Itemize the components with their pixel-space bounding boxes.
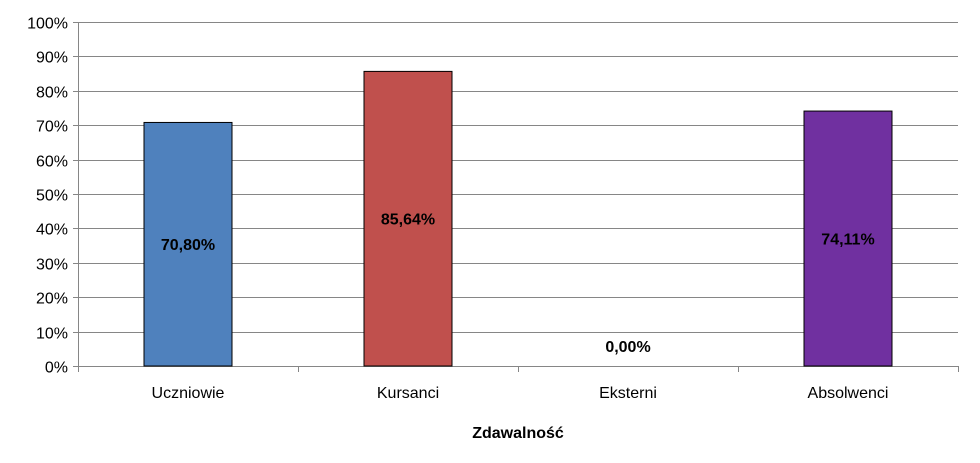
axes [73,22,959,372]
data-label-eksterni: 0,00% [605,339,650,356]
x-axis-title: Zdawalność [472,425,564,442]
bars [143,70,893,367]
y-tick-label: 0% [45,360,68,377]
y-tick-label: 80% [36,85,68,102]
data-labels: 70,80% 85,64% 0,00% 74,11% [161,212,875,356]
x-category-label: Uczniowie [152,385,225,402]
bar-kursanci [363,70,453,367]
bar-absolwenci [803,110,893,367]
bar-uczniowie [143,121,233,367]
data-label-absolwenci: 74,11% [821,232,874,249]
x-category-label: Kursanci [377,385,439,402]
x-category-label: Eksterni [599,385,657,402]
y-tick-label: 70% [36,119,68,136]
y-tick-label: 50% [36,188,68,205]
x-category-label: Absolwenci [808,385,889,402]
tick-labels: 0% 10% 20% 30% 40% 50% 60% 70% 80% 90% 100% Uczniow… [27,16,888,403]
y-tick-label: 10% [36,326,68,343]
y-tick-label: 30% [36,257,68,274]
y-tick-label: 100% [27,16,68,33]
data-label-uczniowie: 70,80% [161,237,215,254]
y-tick-label: 20% [36,291,68,308]
y-tick-label: 40% [36,222,68,239]
data-label-kursanci: 85,64% [381,212,435,229]
y-tick-label: 90% [36,50,68,67]
y-tick-label: 60% [36,154,68,171]
